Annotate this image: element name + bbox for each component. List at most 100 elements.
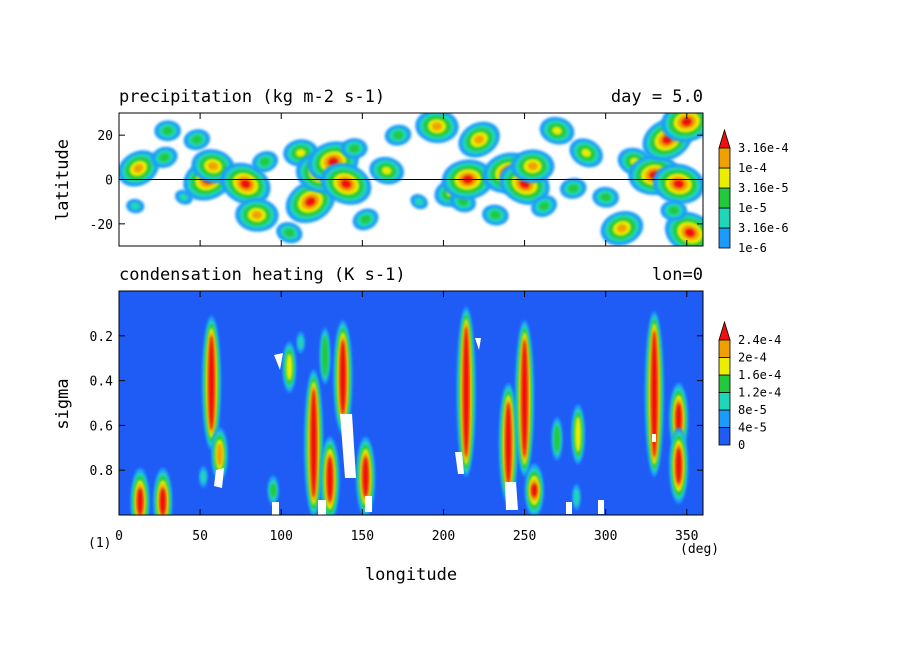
precip-cell	[119, 150, 160, 187]
precip-cell	[531, 195, 558, 218]
x-tick-label: 350	[675, 529, 698, 544]
y-tick-label: 0	[105, 174, 113, 189]
colorbar-label: 2.4e-4	[738, 333, 781, 347]
heating-column	[199, 466, 208, 488]
colorbar-swatch	[718, 357, 731, 376]
precip-cell	[251, 150, 279, 173]
colorbar-swatch	[718, 427, 731, 446]
precip-cell	[183, 129, 211, 151]
precip-cell	[592, 186, 620, 208]
heating-column	[669, 427, 689, 504]
colorbar-label: 4e-5	[738, 421, 767, 435]
precip-cell	[220, 162, 271, 206]
colorbar-swatch	[718, 374, 731, 393]
heating-column	[211, 427, 228, 482]
longitude-tick-labels: 0 50 100 150 200 250 300 350	[115, 529, 698, 544]
precip-cell	[276, 222, 303, 244]
precipitation-field	[119, 113, 703, 246]
heating-column	[515, 320, 535, 477]
longitude-axis-label: longitude	[365, 565, 457, 585]
x-tick-label: 200	[432, 529, 455, 544]
heating-column	[319, 327, 331, 385]
heating-column	[551, 417, 563, 461]
precip-cell	[384, 124, 412, 146]
colorbar-swatch	[718, 207, 731, 229]
y-tick-label: -20	[90, 218, 113, 233]
top-panel-day-label: day = 5.0	[611, 87, 703, 107]
heating-column	[282, 341, 297, 393]
heating-colorbar: 0 4e-5 8e-5 1.2e-4 1.6e-4 2e-4 2.4e-4	[718, 320, 781, 452]
heating-column	[524, 463, 544, 515]
colorbar-swatch	[718, 227, 731, 249]
heating-column	[498, 383, 518, 504]
precip-cell	[559, 177, 587, 199]
colorbar-label: 1e-6	[738, 241, 767, 255]
precip-cell	[340, 138, 368, 159]
colorbar-label: 8e-5	[738, 403, 767, 417]
heating-column	[456, 306, 476, 477]
precip-cell	[539, 116, 575, 145]
y-tick-label: 0.8	[90, 464, 113, 479]
heating-column	[333, 320, 353, 435]
precip-cell	[320, 162, 372, 205]
bottom-panel-title: condensation heating (K s-1)	[119, 265, 406, 285]
precip-cell	[151, 146, 178, 168]
bottom-panel-lon-label: lon=0	[652, 265, 703, 285]
longitude-unit: (deg)	[680, 542, 719, 557]
x-tick-label: 300	[594, 529, 617, 544]
colorbar-label: 1.2e-4	[738, 386, 781, 400]
y-tick-label: 0.2	[90, 330, 113, 345]
colorbar-swatch	[718, 392, 731, 411]
colorbar-swatch	[718, 167, 731, 189]
precip-cell	[652, 163, 703, 205]
x-tick-label: 0	[115, 529, 123, 544]
heating-column	[571, 404, 585, 465]
precip-cell	[369, 156, 405, 185]
heating-frame	[118, 290, 704, 516]
colorbar-label: 3.16e-4	[738, 141, 789, 155]
top-panel-title: precipitation (kg m-2 s-1)	[119, 87, 385, 107]
y-tick-label: 0.6	[90, 419, 113, 434]
precip-cell	[352, 208, 379, 231]
colorbar-label: 0	[738, 438, 745, 452]
precipitation-axes: -20 0 20	[90, 113, 703, 246]
precipitation-colorbar: 1e-6 3.16e-6 1e-5 3.16e-5 1e-4 3.16e-4	[718, 128, 789, 255]
sigma-axis-label: sigma	[53, 378, 73, 429]
heating-column	[644, 311, 664, 477]
colorbar-label: 1e-5	[738, 201, 767, 215]
figure-number: (1)	[88, 536, 111, 551]
precip-cell	[458, 121, 500, 158]
precip-cell	[154, 120, 182, 142]
colorbar-extend-arrow	[718, 320, 731, 341]
heating-column	[130, 468, 150, 515]
precip-cell	[600, 210, 644, 246]
colorbar-swatch	[718, 187, 731, 209]
heating-column	[296, 331, 305, 354]
heating-column	[304, 369, 324, 515]
colorbar-swatch	[718, 409, 731, 428]
heating-column	[153, 468, 173, 515]
heating-axes: 0.2 0.4 0.6 0.8	[90, 291, 703, 515]
colorbar-label: 2e-4	[738, 351, 767, 365]
precip-cell	[569, 138, 604, 168]
precip-cell	[126, 198, 145, 214]
heating-field	[130, 306, 689, 515]
x-tick-label: 50	[192, 529, 208, 544]
precip-cell	[410, 194, 428, 210]
colorbar-label: 1e-4	[738, 161, 767, 175]
colorbar-label: 3.16e-6	[738, 221, 789, 235]
colorbar-swatch	[718, 147, 731, 169]
colorbar-extend-arrow	[718, 128, 731, 149]
y-tick-label: 0.4	[90, 375, 114, 390]
heating-column	[356, 436, 376, 515]
y-tick-label: 20	[97, 129, 113, 144]
x-tick-label: 100	[269, 529, 292, 544]
heating-column	[320, 436, 340, 515]
heating-missing-patches	[214, 338, 656, 515]
precip-cell	[235, 198, 279, 232]
heating-column	[201, 315, 221, 450]
precip-cell	[660, 200, 688, 221]
x-tick-label: 250	[513, 529, 536, 544]
colorbar-label: 1.6e-4	[738, 368, 781, 382]
